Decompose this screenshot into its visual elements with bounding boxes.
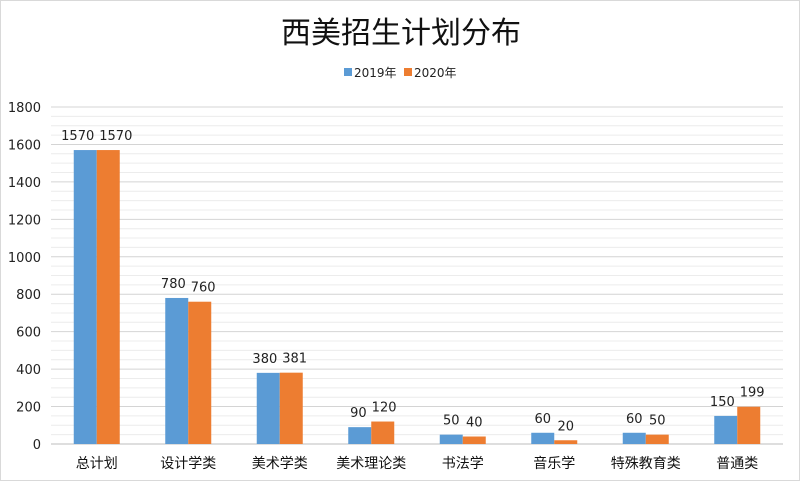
x-tick-label: 设计学类 bbox=[160, 456, 216, 472]
data-label: 380 bbox=[252, 352, 277, 367]
bar bbox=[531, 432, 555, 444]
bar bbox=[371, 421, 395, 444]
bar bbox=[96, 150, 120, 445]
y-tick-label: 1000 bbox=[8, 251, 41, 266]
data-label: 1570 bbox=[99, 129, 132, 144]
data-label: 381 bbox=[282, 352, 307, 367]
bars: 1570 1570 780 760 380 381 90 120 50 40 60 20 60 50 150… bbox=[61, 129, 765, 445]
gridlines bbox=[51, 106, 783, 445]
y-tick-label: 600 bbox=[16, 326, 41, 341]
bar bbox=[348, 427, 372, 444]
y-tick-label: 400 bbox=[16, 363, 41, 378]
x-tick-label: 普通类 bbox=[716, 456, 758, 472]
data-label: 1570 bbox=[61, 129, 94, 144]
bar bbox=[622, 432, 646, 444]
y-tick-label: 200 bbox=[16, 401, 41, 416]
data-label: 120 bbox=[372, 401, 397, 416]
data-label: 60 bbox=[626, 412, 643, 427]
data-label: 199 bbox=[740, 386, 765, 401]
legend-label: 2020年 bbox=[414, 66, 457, 80]
data-label: 90 bbox=[350, 406, 367, 421]
legend: 2019年 2020年 bbox=[344, 66, 457, 80]
bar bbox=[256, 372, 280, 444]
data-label: 780 bbox=[161, 277, 186, 292]
y-tick-label: 800 bbox=[16, 288, 41, 303]
data-label: 150 bbox=[710, 395, 735, 410]
bar bbox=[645, 434, 669, 444]
y-tick-label: 1600 bbox=[8, 138, 41, 153]
data-label: 20 bbox=[557, 419, 574, 434]
bar bbox=[737, 406, 761, 444]
x-tick-label: 美术理论类 bbox=[336, 456, 406, 472]
legend-swatch bbox=[344, 68, 352, 76]
x-axis: 总计划 设计学类 美术学类 美术理论类 书法学 音乐学 特殊教育类 普通类 bbox=[76, 455, 759, 472]
bar bbox=[188, 301, 212, 444]
bar bbox=[439, 434, 463, 444]
chart-title: 西美招生计划分布 bbox=[281, 16, 521, 51]
bar bbox=[165, 297, 189, 444]
data-label: 40 bbox=[466, 416, 483, 431]
bar bbox=[462, 436, 486, 444]
bar bbox=[73, 150, 97, 445]
x-tick-label: 总计划 bbox=[76, 456, 118, 472]
x-tick-label: 美术学类 bbox=[252, 456, 308, 472]
data-label: 760 bbox=[191, 281, 216, 296]
legend-swatch bbox=[404, 68, 412, 76]
legend-label: 2019年 bbox=[354, 66, 397, 80]
data-label: 50 bbox=[443, 414, 460, 429]
x-tick-label: 书法学 bbox=[442, 456, 484, 472]
x-tick-label: 音乐学 bbox=[533, 455, 575, 472]
data-label: 50 bbox=[649, 414, 666, 429]
bar bbox=[554, 440, 578, 444]
y-axis: 0 200 400 600 800 1000 1200 1400 1600 1800 bbox=[8, 101, 41, 453]
bar bbox=[279, 372, 303, 444]
y-tick-label: 0 bbox=[33, 438, 41, 453]
data-label: 60 bbox=[534, 412, 551, 427]
y-tick-label: 1200 bbox=[8, 213, 41, 228]
bar bbox=[714, 415, 738, 444]
y-tick-label: 1800 bbox=[8, 101, 41, 116]
y-tick-label: 1400 bbox=[8, 176, 41, 191]
x-tick-label: 特殊教育类 bbox=[611, 456, 681, 472]
